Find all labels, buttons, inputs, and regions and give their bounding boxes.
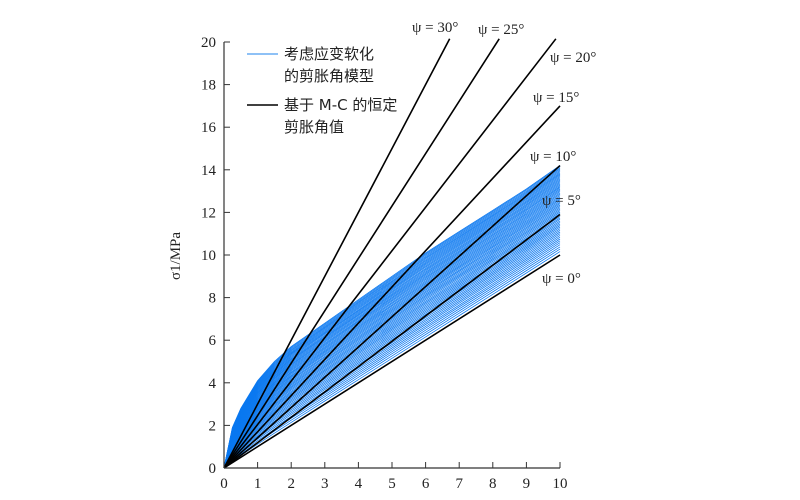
softening-curve [223, 218, 561, 469]
x-tick-label: 10 [553, 476, 568, 492]
softening-curve [223, 242, 561, 469]
y-tick-label: 10 [201, 248, 216, 264]
x-tick-label: 2 [287, 476, 295, 492]
y-tick-label: 18 [201, 78, 216, 94]
y-tick-label: 6 [209, 333, 217, 349]
softening-curve [223, 181, 561, 469]
softening-curve [223, 207, 561, 469]
softening-curve [223, 192, 561, 469]
softening-curve [223, 216, 561, 469]
y-tick-label: 8 [209, 291, 217, 307]
x-tick-label: 0 [220, 476, 228, 492]
softening-curve [223, 177, 561, 469]
softening-curve [223, 229, 561, 469]
dilation-line [223, 38, 451, 469]
legend-label: 剪胀角值 [284, 118, 345, 136]
y-tick-label: 2 [209, 418, 217, 434]
y-tick-label: 0 [209, 461, 217, 477]
dilation-line [223, 38, 557, 469]
softening-curve [223, 187, 561, 469]
softening-curve [223, 203, 561, 469]
constant-dilation-lines [223, 38, 561, 469]
legend-item-constant: 基于 M-C 的恒定 剪胀角值 [284, 94, 397, 138]
dilation-line [223, 38, 500, 469]
softening-curve [223, 204, 561, 469]
dilation-line-label: ψ = 20° [550, 50, 596, 66]
softening-curve [223, 200, 561, 469]
softening-curve [223, 184, 561, 469]
y-tick-label: 14 [201, 163, 217, 179]
x-tick-label: 6 [422, 476, 430, 492]
softening-curve [223, 179, 561, 469]
legend-label: 基于 M-C 的恒定 [284, 96, 398, 114]
y-axis-label: σ1/MPa [168, 232, 184, 280]
dilation-line-label: ψ = 5° [542, 193, 581, 209]
y-tick-label: 20 [201, 35, 216, 51]
x-tick-label: 1 [254, 476, 262, 492]
dilation-line [223, 105, 561, 469]
dilation-line [223, 254, 561, 469]
softening-curve [223, 195, 561, 469]
softening-curve [223, 248, 561, 469]
softening-curve [223, 228, 561, 469]
softening-curve [223, 199, 561, 469]
softening-curve [223, 186, 561, 469]
legend-item-softening: 考虑应变软化 的剪胀角模型 [284, 43, 374, 87]
x-tick-label: 3 [321, 476, 329, 492]
line-labels: ψ = 0° ψ = 5° ψ = 10° ψ = 15° ψ = 20° ψ = 25°… [412, 20, 596, 287]
softening-curve [223, 235, 561, 469]
softening-curve [223, 226, 561, 469]
dilation-line [223, 213, 561, 469]
softening-curve [223, 189, 561, 469]
softening-curve [223, 225, 561, 469]
x-tick-label: 9 [523, 476, 531, 492]
dilation-line-label: ψ = 15° [533, 90, 579, 106]
softening-curve [223, 178, 561, 469]
y-tick-label: 4 [209, 376, 217, 392]
x-tick-label: 4 [355, 476, 363, 492]
softening-curve [223, 236, 561, 469]
dilation-line-label: ψ = 30° [412, 20, 458, 36]
dilation-line-label: ψ = 25° [478, 22, 524, 38]
softening-curve [223, 188, 561, 469]
y-tick-label: 16 [201, 120, 217, 136]
y-tick-label: 12 [201, 205, 216, 221]
dilation-line-label: ψ = 0° [542, 271, 581, 287]
softening-curve [223, 206, 561, 469]
dilation-line [223, 164, 561, 469]
x-tick-label: 5 [388, 476, 396, 492]
x-tick-label: 8 [489, 476, 497, 492]
softening-curve [223, 193, 561, 469]
softening-curve [223, 201, 561, 469]
dilation-line-label: ψ = 10° [530, 149, 576, 165]
softening-curve [223, 191, 561, 469]
softening-curve [223, 165, 561, 469]
x-tick-label: 7 [455, 476, 463, 492]
legend-label: 的剪胀角模型 [284, 67, 375, 85]
legend-label: 考虑应变软化 [284, 45, 375, 63]
softening-curve [223, 217, 561, 469]
